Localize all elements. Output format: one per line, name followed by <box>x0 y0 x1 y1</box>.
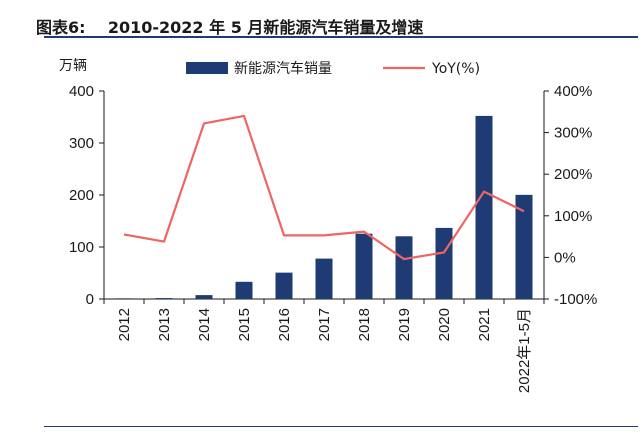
chart-header: 图表6: 2010-2022 年 5 月新能源汽车销量及增速 <box>28 0 628 38</box>
legend-bar-swatch <box>186 62 228 74</box>
right-tick-label: -100% <box>554 291 597 308</box>
left-tick-label: 200 <box>69 187 94 204</box>
x-tick-label: 2014 <box>196 308 213 341</box>
x-tick-label: 2015 <box>236 308 253 341</box>
x-tick-label: 2020 <box>436 308 453 341</box>
figure-title: 2010-2022 年 5 月新能源汽车销量及增速 <box>107 18 424 37</box>
yoy-line <box>123 114 525 261</box>
right-tick-label: 0% <box>554 249 576 266</box>
right-tick-label: 200% <box>554 166 592 183</box>
x-tick-label: 2018 <box>356 308 373 341</box>
bar <box>275 272 293 299</box>
bar <box>235 281 253 299</box>
chart-title: 图表6: 2010-2022 年 5 月新能源汽车销量及增速 <box>36 14 423 38</box>
legend-line-label: YoY(%) <box>431 61 480 77</box>
bar <box>195 295 213 299</box>
x-tick-label: 2017 <box>316 308 333 341</box>
bar <box>115 298 133 299</box>
bar <box>155 298 173 299</box>
left-tick-label: 100 <box>69 239 94 256</box>
title-divider <box>44 36 638 38</box>
bar <box>355 233 373 299</box>
bar <box>435 227 453 299</box>
left-tick-label: 0 <box>86 291 94 308</box>
line-layer <box>123 114 525 261</box>
right-tick-label: 300% <box>554 125 592 142</box>
x-tick-label: 2021 <box>476 308 493 341</box>
bar <box>475 115 493 300</box>
figure-label: 图表6: <box>36 18 86 37</box>
x-tick-label: 2019 <box>396 308 413 341</box>
bars-layer <box>115 115 533 300</box>
legend-layer: 新能源汽车销量 YoY(%) <box>186 60 480 77</box>
left-axis-unit: 万辆 <box>59 58 87 74</box>
bar <box>315 258 333 299</box>
x-tick-label: 2012 <box>116 308 133 341</box>
bar <box>515 194 533 299</box>
left-tick-label: 400 <box>69 83 94 100</box>
right-tick-label: 400% <box>554 83 592 100</box>
x-tick-label: 2016 <box>276 308 293 341</box>
bottom-divider <box>44 426 638 427</box>
legend-bar-label: 新能源汽车销量 <box>234 60 332 77</box>
left-tick-label: 300 <box>69 135 94 152</box>
labels-layer: 0 100 200 300 400 -100% 0% 100% 200% 300% 400% 万辆 20… <box>59 58 597 393</box>
x-tick-label: 2022年1-5月 <box>516 308 533 393</box>
bar <box>395 236 413 299</box>
right-tick-label: 100% <box>554 208 592 225</box>
x-tick-label: 2013 <box>156 308 173 341</box>
